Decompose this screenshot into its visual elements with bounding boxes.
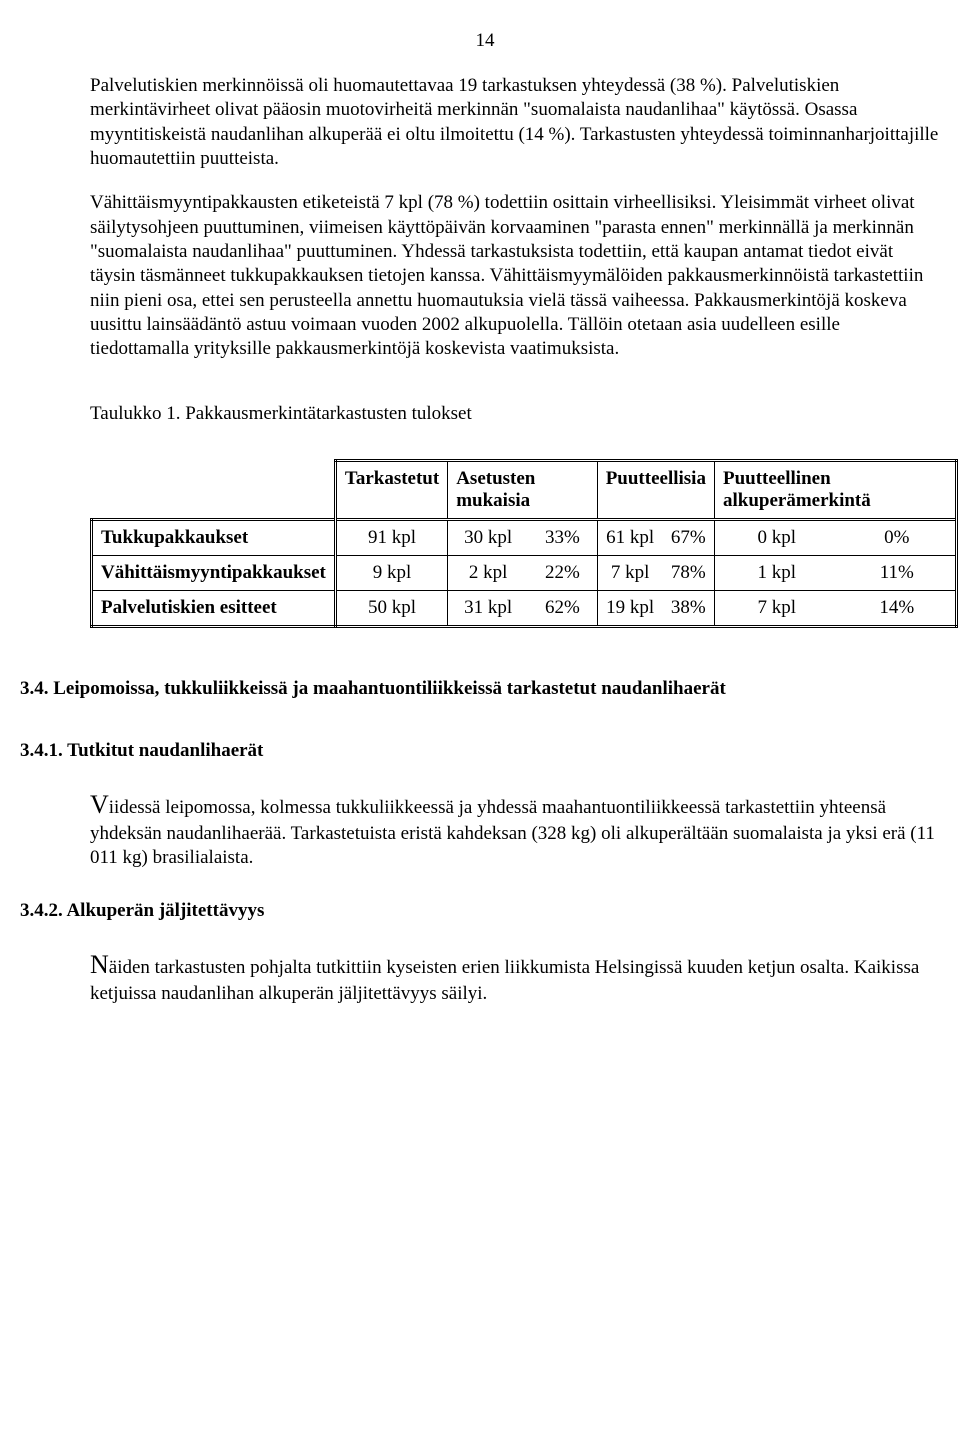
page-number: 14: [30, 30, 940, 52]
cell: 7 kpl: [597, 556, 662, 591]
section-3-4-heading: 3.4. Leipomoissa, tukkuliikkeissä ja maa…: [20, 678, 940, 700]
table-row: Palvelutiskien esitteet 50 kpl 31 kpl 62…: [92, 591, 957, 627]
results-table: Tarkastetut Asetusten mukaisia Puutteell…: [90, 459, 958, 628]
cell: 50 kpl: [335, 591, 447, 627]
col-header-puutteellinen-alk: Puutteellinen alkuperämerkintä: [714, 461, 956, 520]
cell: 1 kpl: [714, 556, 838, 591]
cell: 62%: [528, 591, 597, 627]
cell: 33%: [528, 520, 597, 556]
paragraph-1: Palvelutiskien merkinnöissä oli huomaute…: [90, 74, 940, 171]
section-3-4-1-body: Viidessä leipomossa, kolmessa tukkuliikk…: [90, 788, 940, 870]
table-row: Vähittäismyyntipakkaukset 9 kpl 2 kpl 22…: [92, 556, 957, 591]
section-3-4-2-heading: 3.4.2. Alkuperän jäljitettävyys: [20, 900, 940, 922]
cell: 91 kpl: [335, 520, 447, 556]
section-3-4-2-body: Näiden tarkastusten pohjalta tutkittiin …: [90, 948, 940, 1006]
paragraph-2: Vähittäismyyntipakkausten etiketeistä 7 …: [90, 191, 940, 361]
cell: 67%: [663, 520, 715, 556]
cell: 38%: [663, 591, 715, 627]
row-label: Palvelutiskien esitteet: [92, 591, 336, 627]
col-header-asetusten: Asetusten mukaisia: [448, 461, 597, 520]
table-corner: [92, 461, 336, 520]
cell: 31 kpl: [448, 591, 528, 627]
cell: 0 kpl: [714, 520, 838, 556]
cell: 22%: [528, 556, 597, 591]
col-header-puutteellisia: Puutteellisia: [597, 461, 714, 520]
cell: 30 kpl: [448, 520, 528, 556]
cell: 9 kpl: [335, 556, 447, 591]
table-row: Tukkupakkaukset 91 kpl 30 kpl 33% 61 kpl…: [92, 520, 957, 556]
cell: 78%: [663, 556, 715, 591]
cell: 2 kpl: [448, 556, 528, 591]
cell: 19 kpl: [597, 591, 662, 627]
row-label: Tukkupakkaukset: [92, 520, 336, 556]
cell: 14%: [839, 591, 957, 627]
cell: 61 kpl: [597, 520, 662, 556]
cell: 7 kpl: [714, 591, 838, 627]
page: 14 Palvelutiskien merkinnöissä oli huoma…: [0, 0, 960, 1066]
row-label: Vähittäismyyntipakkaukset: [92, 556, 336, 591]
section-3-4-1-heading: 3.4.1. Tutkitut naudanlihaerät: [20, 740, 940, 762]
table-caption: Taulukko 1. Pakkausmerkintätarkastusten …: [90, 403, 940, 425]
col-header-tarkastetut: Tarkastetut: [335, 461, 447, 520]
cell: 0%: [839, 520, 957, 556]
cell: 11%: [839, 556, 957, 591]
